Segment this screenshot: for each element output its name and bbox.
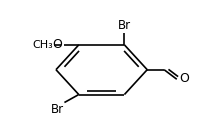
Text: O: O <box>179 72 189 85</box>
Text: Br: Br <box>118 19 131 32</box>
Text: O: O <box>52 38 62 51</box>
Text: Br: Br <box>50 103 64 116</box>
Text: CH₃: CH₃ <box>32 40 53 50</box>
